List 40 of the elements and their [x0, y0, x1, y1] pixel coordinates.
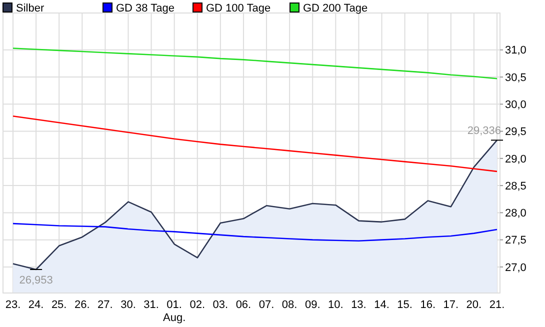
legend-label: GD 100 Tage — [206, 2, 271, 14]
y-tick-label: 27,5 — [505, 234, 526, 247]
x-tick-label: 21. — [489, 299, 505, 311]
line-series — [12, 222, 498, 242]
x-tick-label: 25. — [51, 299, 67, 311]
x-tick-label: 06. — [236, 299, 252, 311]
y-tick-label: 29,0 — [505, 153, 526, 166]
annotation: 29,336 — [467, 125, 501, 138]
x-tick-label: 08. — [282, 299, 298, 311]
x-tick-label: 10. — [328, 299, 344, 311]
x-tick-label: 02. — [190, 299, 206, 311]
x-tick-label: 09. — [304, 299, 320, 311]
x-tick-label: 15. — [397, 299, 412, 311]
x-tick-label: 01. — [166, 299, 182, 311]
x-tick-label: 14. — [374, 299, 390, 311]
x-tick-label: 17. — [443, 299, 459, 311]
x-tick-label: 13. — [351, 299, 366, 311]
y-tick-label: 28,0 — [505, 208, 526, 220]
legend-label: GD 200 Tage — [303, 2, 368, 14]
x-tick-label: 16. — [420, 299, 436, 311]
annotation: 26,953 — [19, 274, 53, 287]
x-tick-label: 26. — [74, 299, 90, 311]
x-tick-label: 20. — [466, 299, 482, 311]
x-tick-label: 30. — [120, 299, 136, 311]
y-tick-label: 27,0 — [505, 262, 526, 274]
legend-label: Silber — [16, 2, 44, 14]
y-tick-label: 31,0 — [505, 44, 526, 57]
x-tick-label: 07. — [258, 299, 274, 311]
x-tick-label: 24. — [28, 299, 44, 311]
legend-label: GD 38 Tage — [116, 2, 175, 14]
x-tick-label: 27. — [98, 299, 113, 311]
y-tick-label: 29,5 — [505, 126, 526, 138]
x-tick-label: 03. — [212, 299, 228, 311]
x-tick-label: 23. — [5, 299, 21, 311]
y-tick-label: 30,5 — [505, 72, 526, 84]
text: Aug. — [163, 312, 186, 324]
y-tick-label: 30,0 — [505, 99, 526, 112]
line-series — [12, 48, 498, 80]
y-tick-label: 28,5 — [505, 180, 526, 192]
x-tick-label: 31. — [144, 299, 159, 311]
